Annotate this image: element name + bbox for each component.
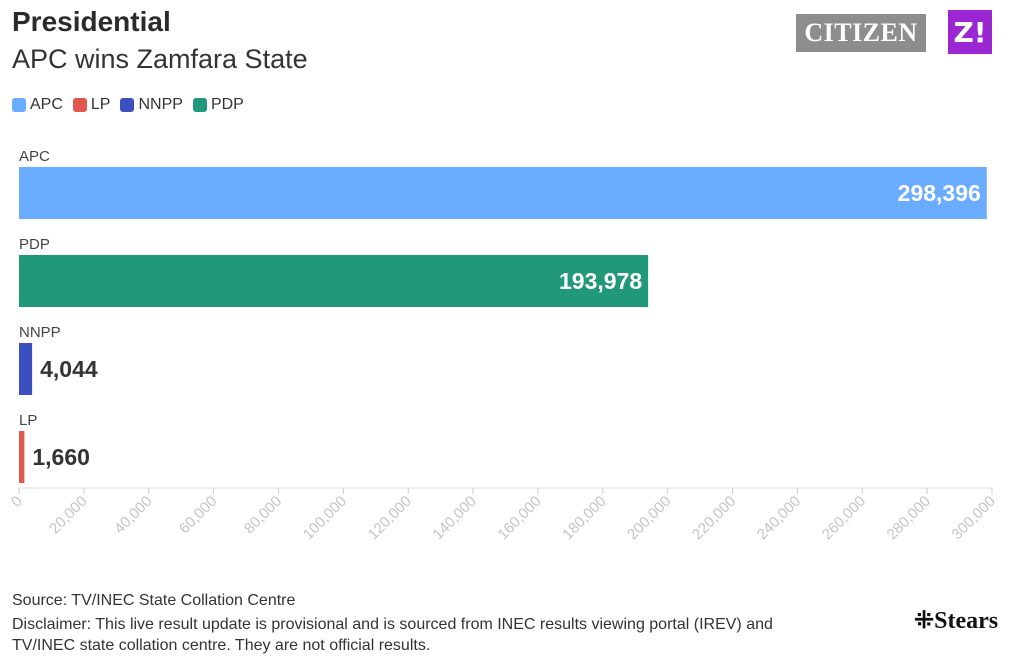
page-subtitle: APC wins Zamfara State: [12, 44, 308, 74]
page-title: Presidential: [12, 6, 171, 37]
legend-swatch-nnpp: [120, 98, 135, 112]
x-tick-label-14: 280,000: [884, 493, 934, 543]
x-tick-label-11: 220,000: [689, 493, 739, 543]
legend-item-lp: LP: [72, 96, 111, 114]
category-label-lp: LP: [19, 412, 37, 429]
x-tick-label-10: 200,000: [624, 493, 674, 543]
stears-logo-icon: ⁜: [914, 608, 935, 634]
x-tick-label-0: 0: [8, 493, 26, 511]
legend-swatch-apc: [12, 98, 26, 112]
data-label-pdp: 193,978: [559, 268, 642, 294]
x-tick-label-7: 140,000: [430, 493, 480, 543]
bar-apc: [19, 167, 987, 219]
disclaimer-line-2: TV/INEC state collation centre. They are…: [12, 637, 431, 654]
citizen-logo: CITIZEN: [796, 14, 926, 52]
bar-nnpp: [19, 343, 33, 395]
category-label-pdp: PDP: [19, 236, 50, 253]
source-note: Source: TV/INEC State Collation Centre: [12, 592, 296, 609]
legend-swatch-pdp: [192, 98, 207, 112]
x-tick-label-13: 260,000: [819, 493, 869, 543]
legend-swatch-lp: [72, 98, 87, 112]
chart-legend: APC LP NNPP PDP: [12, 96, 254, 114]
bar-pdp: [19, 255, 649, 307]
category-label-apc: APC: [19, 148, 50, 165]
stears-logo: ⁜Stears: [914, 606, 998, 635]
disclaimer-line-1: Disclaimer: This live result update is p…: [12, 616, 773, 633]
z-logo: Z!: [948, 10, 992, 54]
bar-chart: APC 298,396 PDP 193,978 NNPP 4,044 LP 1,660 0 20,…: [8, 148, 999, 543]
legend-item-apc: APC: [12, 96, 63, 114]
data-label-apc: 298,396: [898, 180, 981, 206]
data-label-lp: 1,660: [32, 444, 90, 470]
bar-lp: [19, 431, 25, 483]
legend-label-lp: LP: [90, 96, 111, 113]
x-tick-label-3: 60,000: [176, 493, 220, 537]
legend-label-nnpp: NNPP: [138, 96, 183, 113]
x-tick-label-12: 240,000: [754, 493, 804, 543]
stears-logo-text: Stears: [934, 608, 999, 634]
data-label-nnpp: 4,044: [40, 356, 98, 382]
legend-item-pdp: PDP: [192, 96, 244, 114]
x-tick-label-9: 180,000: [559, 493, 609, 543]
category-label-nnpp: NNPP: [19, 324, 61, 341]
legend-item-nnpp: NNPP: [120, 96, 183, 114]
x-tick-label-6: 120,000: [365, 493, 415, 543]
x-tick-label-2: 40,000: [111, 493, 155, 537]
x-tick-label-5: 100,000: [300, 493, 350, 543]
legend-label-apc: APC: [30, 96, 63, 113]
legend-label-pdp: PDP: [210, 96, 244, 113]
x-tick-label-15: 300,000: [948, 493, 998, 543]
disclaimer: Disclaimer: This live result update is p…: [12, 614, 912, 656]
x-tick-label-8: 160,000: [494, 493, 544, 543]
x-tick-label-1: 20,000: [46, 493, 90, 537]
x-tick-label-4: 80,000: [241, 493, 285, 537]
